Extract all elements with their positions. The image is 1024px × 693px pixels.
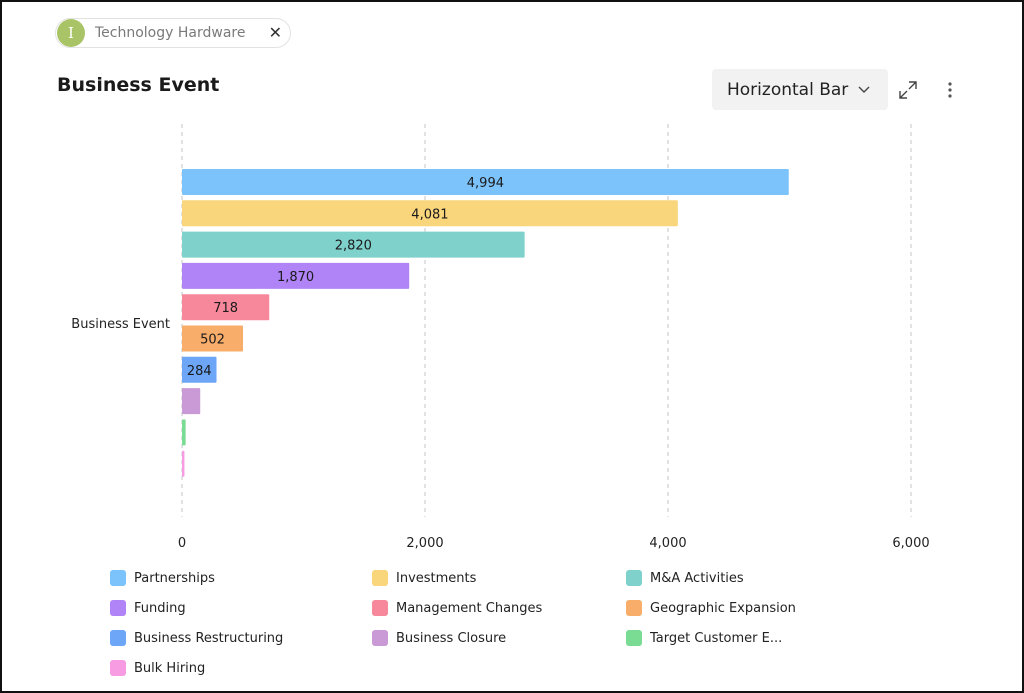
filter-chip[interactable]: I Technology Hardware ✕ xyxy=(55,18,291,48)
expand-icon[interactable] xyxy=(896,78,920,102)
y-category-label: Business Event xyxy=(71,317,170,332)
legend-label: Bulk Hiring xyxy=(134,660,206,676)
legend-swatch xyxy=(372,600,388,616)
data-label: 718 xyxy=(213,301,238,316)
legend-item[interactable]: Funding xyxy=(110,600,186,616)
legend-item[interactable]: Business Closure xyxy=(372,630,506,646)
bar xyxy=(182,200,678,227)
data-label: 4,994 xyxy=(467,176,504,191)
chip-avatar: I xyxy=(57,19,85,47)
close-icon[interactable]: ✕ xyxy=(268,23,282,42)
chip-label: Technology Hardware xyxy=(95,25,246,41)
x-tick-label: 4,000 xyxy=(649,536,686,551)
bar xyxy=(182,325,243,352)
data-label: 2,820 xyxy=(335,239,372,254)
x-tick-label: 0 xyxy=(178,536,186,551)
legend-label: Target Customer E... xyxy=(650,630,783,646)
legend-swatch xyxy=(110,660,126,676)
legend-item[interactable]: Bulk Hiring xyxy=(110,660,205,676)
legend-label: M&A Activities xyxy=(650,570,744,586)
legend-label: Investments xyxy=(396,570,477,586)
legend-swatch xyxy=(626,600,642,616)
x-tick-label: 2,000 xyxy=(406,536,443,551)
legend-label: Management Changes xyxy=(396,600,543,616)
bar xyxy=(182,356,217,383)
legend-label: Funding xyxy=(134,600,186,616)
legend-swatch xyxy=(372,570,388,586)
legend-swatch xyxy=(626,630,642,646)
legend-label: Business Restructuring xyxy=(134,630,284,646)
data-label: 284 xyxy=(187,364,212,379)
bar xyxy=(182,388,201,415)
legend-swatch xyxy=(372,630,388,646)
more-vertical-icon[interactable] xyxy=(938,78,962,102)
data-label: 4,081 xyxy=(411,207,448,222)
chevron-down-icon xyxy=(858,83,870,97)
legend-label: Partnerships xyxy=(134,570,215,586)
legend-swatch xyxy=(110,570,126,586)
chart-type-select[interactable]: Horizontal Bar xyxy=(712,69,888,110)
bar xyxy=(182,169,789,195)
legend-item[interactable]: M&A Activities xyxy=(626,570,744,586)
bar xyxy=(182,450,185,477)
legend-swatch xyxy=(110,600,126,616)
widget-title: Business Event xyxy=(57,74,220,96)
bar xyxy=(182,231,525,258)
legend-swatch xyxy=(626,570,642,586)
data-label: 1,870 xyxy=(277,270,314,285)
bar xyxy=(182,294,270,321)
legend-label: Business Closure xyxy=(396,630,507,646)
legend-label: Geographic Expansion xyxy=(650,600,796,616)
data-label: 502 xyxy=(200,333,225,348)
legend-item[interactable]: Business Restructuring xyxy=(110,630,283,646)
legend-item[interactable]: Investments xyxy=(372,570,476,586)
bar xyxy=(182,419,186,446)
legend-item[interactable]: Target Customer E... xyxy=(626,630,782,646)
bar xyxy=(182,262,410,289)
legend-item[interactable]: Management Changes xyxy=(372,600,542,616)
x-tick-label: 6,000 xyxy=(892,536,929,551)
bar-chart: 0 2,000 4,000 6,000 Business Event 4,994 4,081… xyxy=(71,124,930,551)
legend-item[interactable]: Partnerships xyxy=(110,570,215,586)
legend-swatch xyxy=(110,630,126,646)
chart-legend: Partnerships Investments M&A Activities Fun… xyxy=(110,568,850,680)
chart-type-select-value: Horizontal Bar xyxy=(727,79,849,100)
legend-item[interactable]: Geographic Expansion xyxy=(626,600,796,616)
